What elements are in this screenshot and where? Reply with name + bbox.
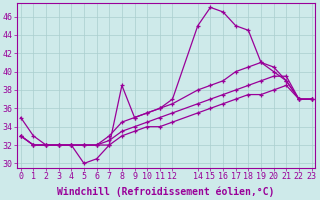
X-axis label: Windchill (Refroidissement éolien,°C): Windchill (Refroidissement éolien,°C) bbox=[58, 187, 275, 197]
